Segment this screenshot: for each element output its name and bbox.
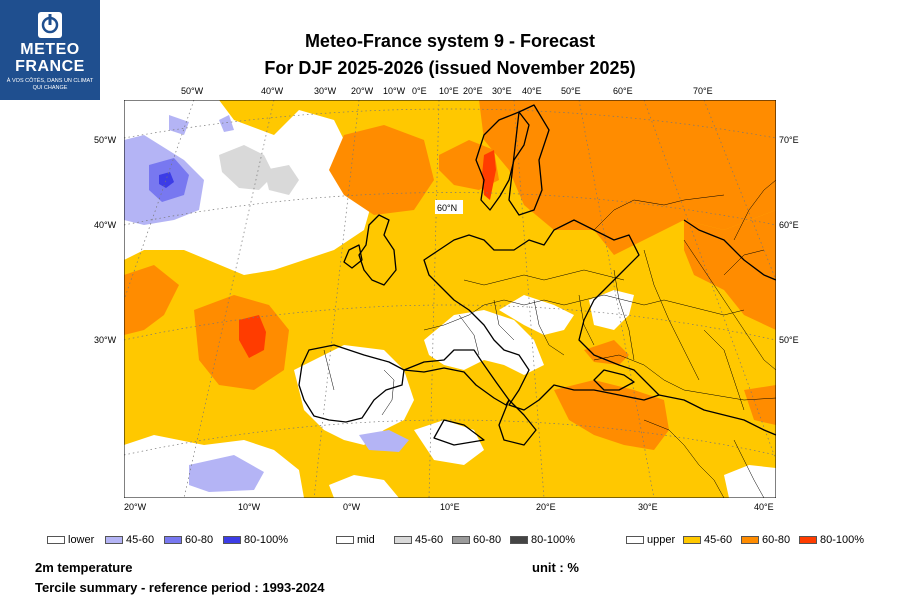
legend-mid-item-label: 60-80 (473, 534, 502, 546)
top-tick-20e: 20°E (463, 86, 483, 96)
legend-lower-item-label: 60-80 (185, 534, 214, 546)
legend-swatch-white (336, 536, 354, 544)
bottom-tick-0w: 0°W (343, 502, 361, 512)
mid-tercile-areas (219, 145, 299, 195)
top-tick-30w: 30°W (314, 86, 337, 96)
upper-80-100-areas (239, 150, 496, 358)
legend-lower-item-label: 45-60 (126, 534, 155, 546)
bottom-tick-20w: 20°W (124, 502, 147, 512)
bottom-tick-20e: 20°E (536, 502, 556, 512)
legend-swatch-white (626, 536, 644, 544)
lat-label-text: 60°N (437, 203, 457, 213)
legend-swatch (452, 536, 470, 544)
legend-swatch-white (47, 536, 65, 544)
top-tick-10w: 10°W (383, 86, 406, 96)
summary-label: Tercile summary - reference period : 199… (35, 580, 325, 595)
legend-upper: upper 45-60 60-80 80-100% (626, 534, 886, 548)
bottom-tick-30e: 30°E (638, 502, 658, 512)
legend-lower-item-label: 80-100% (244, 534, 289, 546)
top-tick-40w: 40°W (261, 86, 284, 96)
lat-label-background (435, 200, 463, 214)
legend-swatch (510, 536, 528, 544)
legend-swatch (164, 536, 182, 544)
legend-mid-item-label: 80-100% (531, 534, 576, 546)
legend-upper-label: upper (647, 534, 676, 546)
bottom-tick-10w: 10°W (238, 502, 261, 512)
top-tick-10e: 10°E (439, 86, 459, 96)
legend-lower-label: lower (68, 534, 95, 546)
legend-swatch (223, 536, 241, 544)
legend-swatch (683, 536, 701, 544)
top-tick-60e: 60°E (613, 86, 633, 96)
country-borders (323, 179, 776, 498)
variable-label: 2m temperature (35, 560, 133, 575)
legend-swatch (105, 536, 123, 544)
logo-tagline: À VOS CÔTÉS, DANS UN CLIMAT QUI CHANGE (6, 78, 94, 91)
meteo-france-emblem-icon (38, 12, 62, 38)
left-tick-30w: 30°W (94, 335, 117, 345)
left-tick-40w: 40°W (94, 220, 117, 230)
legend-upper-item-label: 60-80 (762, 534, 791, 546)
page-title: Meteo-France system 9 - Forecast (304, 31, 596, 51)
unit-label: unit : % (532, 560, 579, 575)
legend-mid-item-label: 45-60 (415, 534, 444, 546)
right-tick-50e: 50°E (779, 335, 799, 345)
right-tick-70e: 70°E (779, 135, 799, 145)
legend-upper-item-label: 45-60 (704, 534, 733, 546)
graticule-lines (124, 100, 776, 498)
right-tick-60e: 60°E (779, 220, 799, 230)
legend-lower: lower 45-60 60-80 80-100% (47, 534, 307, 548)
page-subtitle: For DJF 2025-2026 (issued November 2025) (264, 58, 636, 78)
logo-word-meteo: METEO (20, 41, 80, 58)
lower-tercile-areas (124, 115, 409, 492)
top-tick-40e: 40°E (522, 86, 542, 96)
meteo-france-logo: METEO FRANCE À VOS CÔTÉS, DANS UN CLIMAT… (0, 0, 100, 100)
top-tick-70e: 70°E (693, 86, 713, 96)
forecast-map: 60°N (124, 100, 776, 498)
top-tick-50w: 50°W (181, 86, 204, 96)
legend-swatch (394, 536, 412, 544)
top-tick-50e: 50°E (561, 86, 581, 96)
legend-mid: mid 45-60 60-80 80-100% (336, 534, 586, 548)
left-tick-50w: 50°W (94, 135, 117, 145)
legend-swatch (741, 536, 759, 544)
lat-label-60n: 60°N (435, 200, 463, 214)
legend-swatch (799, 536, 817, 544)
top-tick-0e: 0°E (412, 86, 427, 96)
top-tick-30e: 30°E (492, 86, 512, 96)
top-tick-20w: 20°W (351, 86, 374, 96)
legend-mid-label: mid (357, 534, 375, 546)
legend-upper-item-label: 80-100% (820, 534, 865, 546)
bottom-tick-10e: 10°E (440, 502, 460, 512)
coastlines (298, 104, 776, 446)
logo-word-france: FRANCE (15, 58, 85, 75)
bottom-tick-40e: 40°E (754, 502, 774, 512)
